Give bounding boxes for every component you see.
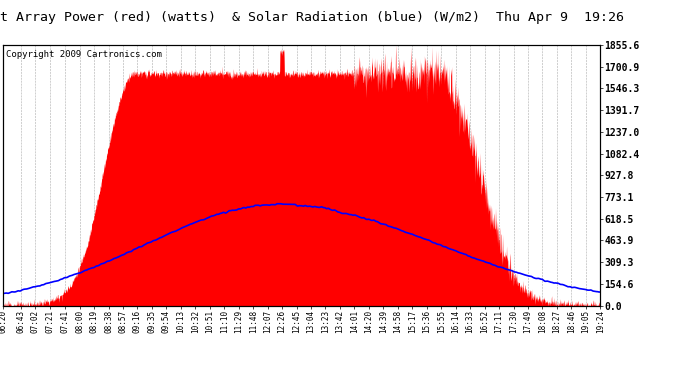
Text: Copyright 2009 Cartronics.com: Copyright 2009 Cartronics.com	[6, 50, 162, 59]
Text: West Array Power (red) (watts)  & Solar Radiation (blue) (W/m2)  Thu Apr 9  19:2: West Array Power (red) (watts) & Solar R…	[0, 11, 624, 24]
